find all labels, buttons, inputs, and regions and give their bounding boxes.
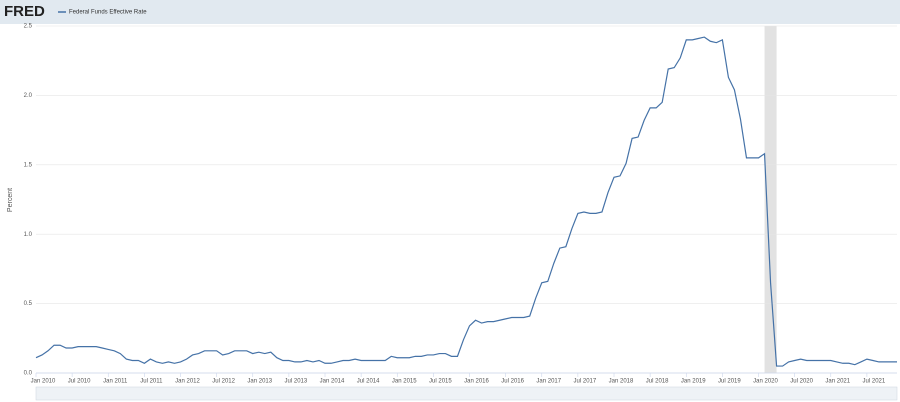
x-tick-label: Jul 2010 — [68, 379, 91, 385]
x-tick-label: Jan 2015 — [392, 379, 417, 385]
x-tick-label: Jan 2017 — [536, 379, 561, 385]
logo: FRED — [4, 3, 45, 20]
x-tick-label: Jul 2013 — [285, 379, 308, 385]
recession-band — [764, 26, 777, 373]
navigator — [35, 386, 898, 401]
x-tick-label: Jul 2021 — [863, 379, 886, 385]
x-tick-label: Jan 2011 — [103, 379, 128, 385]
y-tick-label: 1.0 — [24, 232, 33, 238]
series-line — [35, 36, 897, 367]
x-tick-label: Jul 2012 — [212, 379, 235, 385]
x-tick-label: Jan 2019 — [681, 379, 706, 385]
y-tick-label: 0.5 — [24, 301, 33, 307]
x-tick-label: Jan 2021 — [825, 379, 850, 385]
y-axis-label: Percent — [7, 188, 14, 212]
y-tick-label: 2.0 — [24, 93, 33, 99]
x-tick-label: Jul 2018 — [646, 379, 669, 385]
x-tick-label: Jan 2013 — [247, 379, 272, 385]
x-tick-label: Jan 2020 — [753, 379, 778, 385]
x-tick-label: Jul 2011 — [140, 379, 163, 385]
x-tick-label: Jan 2016 — [464, 379, 489, 385]
y-tick-label: 0.0 — [24, 371, 33, 377]
x-tick-label: Jan 2010 — [31, 379, 56, 385]
x-tick-label: Jan 2014 — [320, 379, 345, 385]
x-tick-label: Jul 2019 — [718, 379, 741, 385]
x-tick-label: Jul 2014 — [357, 379, 380, 385]
x-tick-label: Jan 2018 — [609, 379, 634, 385]
legend-label: Federal Funds Effective Rate — [69, 10, 147, 16]
y-tick-label: 2.5 — [24, 24, 33, 30]
y-tick-label: 1.5 — [24, 162, 33, 168]
header-bar — [0, 0, 900, 24]
x-tick-label: Jan 2012 — [175, 379, 200, 385]
x-tick-label: Jul 2015 — [429, 379, 452, 385]
x-tick-label: Jul 2016 — [501, 379, 524, 385]
x-tick-label: Jul 2017 — [574, 379, 597, 385]
x-tick-label: Jul 2020 — [790, 379, 813, 385]
